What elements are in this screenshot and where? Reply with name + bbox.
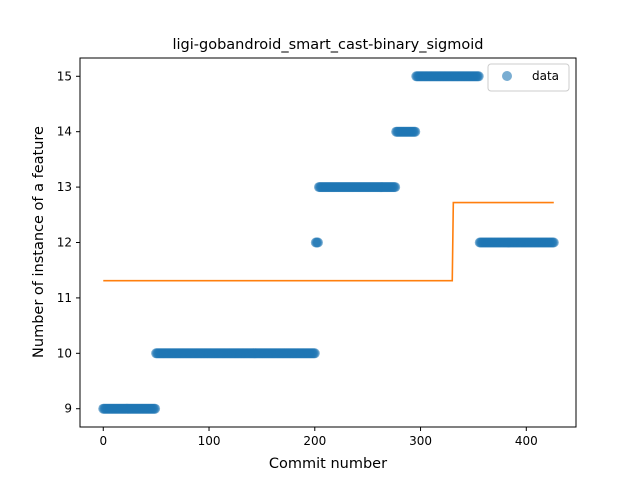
data-point — [313, 238, 323, 248]
x-tick-label: 0 — [99, 434, 107, 448]
legend-label-data: data — [532, 69, 559, 83]
x-tick-label: 100 — [198, 434, 221, 448]
data-point — [310, 348, 320, 358]
y-tick-label: 11 — [57, 291, 72, 305]
y-tick-label: 15 — [57, 69, 72, 83]
chart-title: ligi-gobandroid_smart_cast-binary_sigmoi… — [173, 37, 484, 53]
y-tick-label: 14 — [57, 125, 72, 139]
x-axis: 0 100 200 300 400 — [99, 427, 537, 448]
y-tick-label: 10 — [57, 346, 72, 360]
x-tick-label: 300 — [409, 434, 432, 448]
data-point — [549, 238, 559, 248]
data-point — [390, 182, 400, 192]
y-tick-label: 9 — [64, 402, 72, 416]
legend: data — [488, 64, 569, 91]
x-tick-label: 200 — [303, 434, 326, 448]
x-tick-label: 400 — [515, 434, 538, 448]
data-point — [474, 71, 484, 81]
y-axis: 9 10 11 12 13 14 15 — [57, 69, 80, 415]
y-axis-label: Number of instance of a feature — [31, 126, 47, 358]
data-point — [150, 404, 160, 414]
legend-marker-data — [502, 71, 512, 81]
plot-area — [98, 71, 559, 413]
y-tick-label: 13 — [57, 180, 72, 194]
y-tick-label: 12 — [57, 236, 72, 250]
data-point — [410, 127, 420, 137]
x-axis-label: Commit number — [269, 456, 387, 472]
